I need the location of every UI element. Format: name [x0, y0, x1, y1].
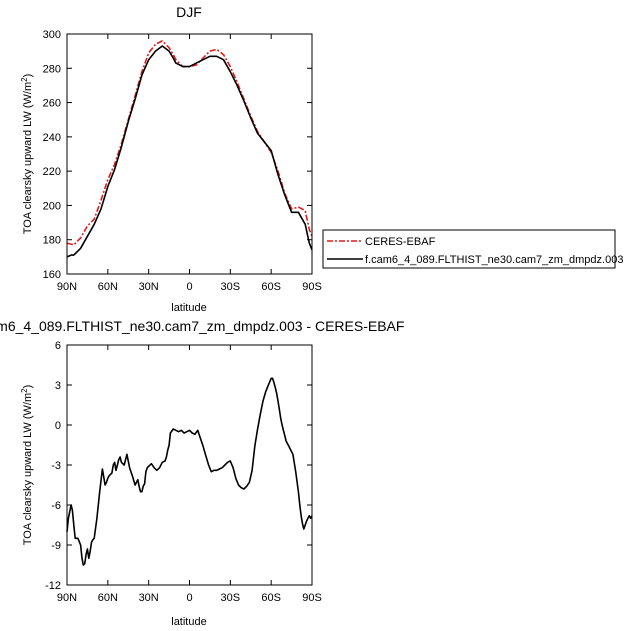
bottom-ytick-label: 3 — [55, 380, 61, 392]
top-xtick-label: 90N — [57, 281, 77, 293]
top-plot-frame — [66, 33, 313, 275]
top-ytick-label: 220 — [43, 166, 61, 178]
bottom-chart-ylabel: TOA clearsky upward LW (W/m2) — [20, 385, 34, 546]
bottom-xtick-label: 90N — [57, 592, 77, 604]
top-ytick-label: 240 — [43, 132, 61, 144]
bottom-xtick-label: 0 — [186, 592, 192, 604]
legend-label-ceres: CERES-EBAF — [365, 236, 436, 248]
bottom-chart-xlabel: latitude — [171, 616, 206, 628]
top-chart-legend: CERES-EBAF f.cam6_4_089.FLTHIST_ne30.cam… — [322, 229, 623, 269]
top-chart-ticks: 90N 60N 30N 0 30S 60S 90S 160 180 200 220 240 260 280… — [43, 29, 322, 293]
top-ytick-label: 180 — [43, 235, 61, 247]
top-ytick-label: 160 — [43, 269, 61, 281]
bottom-chart: f.cam6_4_089.FLTHIST_ne30.cam7_zm_dmpdz.… — [0, 318, 404, 628]
bottom-ytick-label: -3 — [51, 460, 61, 472]
bottom-plot-frame — [66, 344, 313, 586]
top-xtick-label: 30N — [139, 281, 159, 293]
top-chart-ylabel: TOA clearsky upward LW (W/m2) — [20, 74, 34, 235]
legend-box — [322, 229, 616, 269]
top-series-line-0 — [66, 40, 313, 246]
bottom-series-line-0 — [66, 377, 313, 566]
top-chart-series-group — [66, 40, 313, 258]
bottom-chart-title: f.cam6_4_089.FLTHIST_ne30.cam7_zm_dmpdz.… — [0, 318, 404, 334]
bottom-ytick-label: -9 — [51, 540, 61, 552]
top-xtick-label: 90S — [302, 281, 322, 293]
bottom-ytick-label: -6 — [51, 500, 61, 512]
legend-label-model: f.cam6_4_089.FLTHIST_ne30.cam7_zm_dmpdz.… — [365, 254, 623, 266]
top-chart-xlabel: latitude — [171, 302, 206, 314]
bottom-chart-ticks: 90N 60N 30N 0 30S 60S 90S -12 -9 -6 -3 0 3 6 — [45, 340, 322, 604]
top-ytick-label: 200 — [43, 200, 61, 212]
bottom-xtick-label: 30N — [139, 592, 159, 604]
top-xtick-label: 30S — [221, 281, 241, 293]
bottom-xtick-label: 90S — [302, 592, 322, 604]
top-xtick-label: 60N — [98, 281, 118, 293]
bottom-xtick-label: 30S — [221, 592, 241, 604]
bottom-ytick-label: -12 — [45, 580, 61, 592]
bottom-ytick-label: 6 — [55, 340, 61, 352]
bottom-xtick-label: 60N — [98, 592, 118, 604]
top-chart-title: DJF — [176, 4, 202, 20]
top-ytick-label: 260 — [43, 98, 61, 110]
top-chart: DJF 90N 60N 30N 0 30S 60S 90S 160 180 200 220 240 26… — [20, 4, 623, 314]
top-xtick-label: 0 — [186, 281, 192, 293]
top-ytick-label: 280 — [43, 63, 61, 75]
bottom-xtick-label: 60S — [261, 592, 281, 604]
top-ytick-label: 300 — [43, 29, 61, 41]
bottom-ytick-label: 0 — [55, 420, 61, 432]
top-series-line-1 — [66, 45, 313, 258]
bottom-chart-series-group — [66, 377, 313, 566]
top-xtick-label: 60S — [261, 281, 281, 293]
